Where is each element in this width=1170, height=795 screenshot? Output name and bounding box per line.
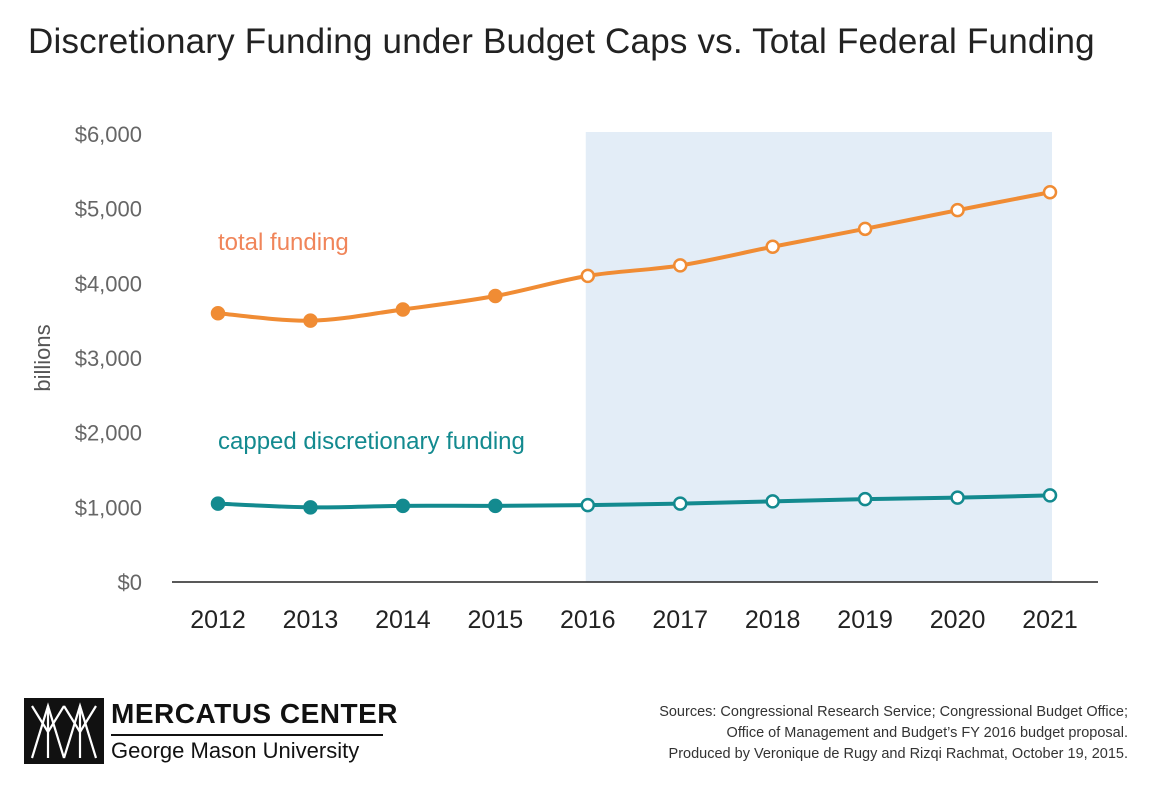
total-funding-point	[950, 202, 965, 218]
x-tick-label: 2015	[468, 606, 524, 634]
y-tick-label: $6,000	[75, 122, 142, 147]
x-tick-label: 2018	[745, 606, 801, 634]
chart-title: Discretionary Funding under Budget Caps …	[28, 22, 1095, 61]
capped-discretionary-funding-point	[950, 490, 965, 505]
capped-discretionary-funding-point	[1042, 488, 1058, 503]
capped-discretionary-funding-point	[857, 491, 873, 507]
capped-discretionary-funding-point	[765, 494, 780, 509]
total-funding-point	[395, 302, 411, 317]
x-tick-label: 2016	[560, 606, 616, 634]
total-funding-point	[1042, 184, 1058, 200]
x-tick-label: 2020	[930, 606, 986, 634]
y-tick-label: $4,000	[75, 271, 142, 296]
y-tick-label: $1,000	[75, 495, 142, 520]
total-funding-point	[765, 239, 780, 254]
total-funding-point	[210, 305, 226, 321]
org-name: MERCATUS CENTER	[111, 698, 398, 729]
capped-discretionary-funding-point	[210, 496, 226, 511]
capped-discretionary-funding-point	[395, 498, 411, 514]
y-tick-label: $5,000	[75, 197, 142, 222]
y-tick-label: $0	[118, 570, 142, 595]
total-funding-point	[303, 313, 318, 328]
total-funding-point	[857, 221, 873, 237]
x-tick-label: 2019	[837, 606, 893, 634]
x-tick-label: 2017	[652, 606, 708, 634]
sources-note: Sources: Congressional Research Service;…	[659, 702, 1128, 765]
x-tick-label: 2021	[1022, 606, 1078, 634]
series-label: total funding	[218, 229, 349, 256]
total-funding-point	[672, 258, 688, 273]
sources-line: Sources: Congressional Research Service;…	[659, 704, 1128, 720]
y-tick-label: $3,000	[75, 346, 142, 371]
total-funding-point	[488, 288, 503, 304]
x-tick-label: 2014	[375, 606, 431, 634]
total-funding-point	[580, 268, 596, 284]
sources-line: Produced by Veronique de Rugy and Rizqi …	[668, 746, 1128, 762]
x-tick-label: 2013	[283, 606, 339, 634]
series-label: capped discretionary funding	[218, 428, 525, 455]
capped-discretionary-funding-point	[580, 497, 596, 513]
capped-discretionary-funding-point	[303, 500, 318, 515]
capped-discretionary-funding-point	[672, 496, 688, 511]
mercatus-logo-icon	[24, 698, 104, 764]
capped-discretionary-funding-point	[488, 498, 503, 514]
projection-shade	[585, 132, 1052, 582]
y-axis-label: billions	[30, 324, 55, 391]
org-divider	[111, 734, 383, 736]
x-tick-label: 2012	[190, 606, 246, 634]
line-chart: $0 $1,000 $2,000 $3,000 $4,000 $5,000 $6,000 bi…	[30, 122, 1098, 634]
capped-discretionary-funding-line	[217, 493, 1051, 510]
y-tick-label: $2,000	[75, 421, 142, 446]
sources-line: Office of Management and Budget’s FY 201…	[726, 725, 1128, 741]
total-funding-line	[217, 190, 1051, 323]
org-subtitle: George Mason University	[111, 738, 360, 763]
